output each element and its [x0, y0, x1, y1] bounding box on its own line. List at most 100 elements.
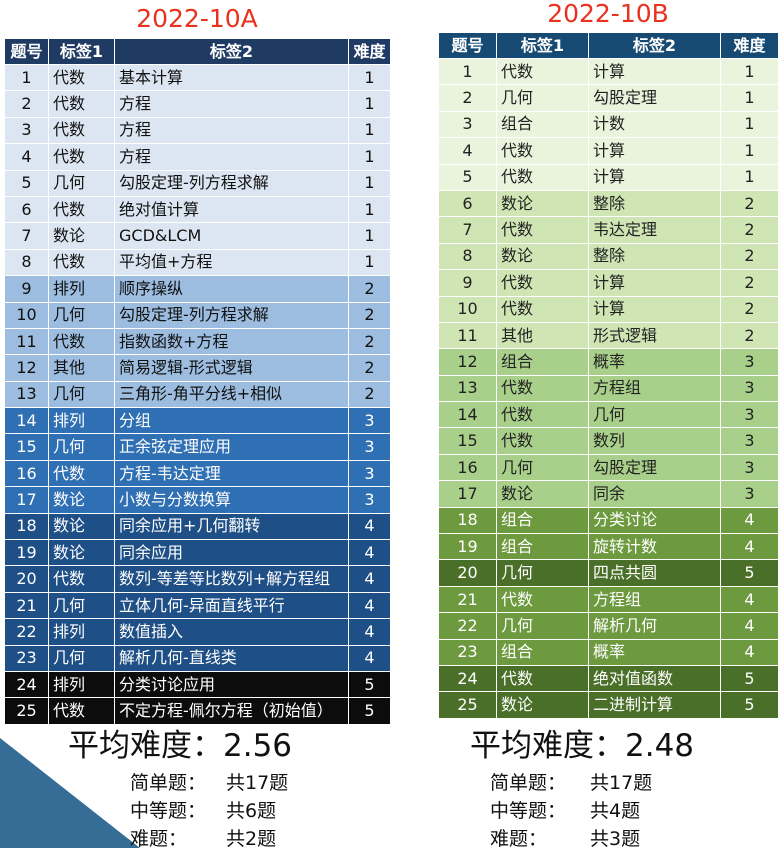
panel-a-title: 2022-10A	[136, 4, 258, 33]
difficulty-cell: 3	[348, 486, 391, 514]
tag2-cell: 三角形-角平分线+相似	[114, 380, 349, 409]
medium-count: 中等题： 共4题	[490, 797, 694, 825]
tag1-cell: 几何	[48, 644, 115, 672]
problem-number-cell: 20	[438, 559, 497, 587]
tag1-cell: 数论	[48, 539, 115, 567]
table-row: 19 数论 同余应用 4	[4, 539, 391, 567]
tag2-cell: 平均值+方程	[114, 248, 349, 277]
panel-b-rows: 1 代数 计算 1 2 几何 勾股定理 1 3 组合 计数 1 4 代数 计算 1 5 代数 计算 1 6 数论 整除 2 7 代…	[438, 57, 779, 719]
problem-number-cell: 14	[4, 407, 49, 435]
stat-label: 难题：	[130, 828, 188, 850]
difficulty-cell: 2	[348, 327, 391, 356]
table-row: 21 代数 方程组 4	[438, 585, 779, 614]
problem-number-cell: 2	[438, 84, 497, 112]
problem-number-cell: 4	[438, 137, 497, 165]
tag1-cell: 代数	[496, 269, 589, 297]
table-row: 22 排列 数值插入 4	[4, 618, 391, 646]
problem-number-cell: 23	[4, 644, 49, 672]
tag2-cell: 解析几何	[588, 612, 721, 640]
tag1-cell: 几何	[48, 301, 115, 329]
tag2-cell: 基本计算	[114, 63, 349, 92]
header-problem-number: 题号	[438, 32, 497, 59]
problem-number-cell: 8	[438, 242, 497, 271]
difficulty-cell: 3	[720, 480, 779, 508]
tag2-cell: 计算	[588, 295, 721, 323]
difficulty-cell: 1	[348, 169, 391, 197]
table-row: 2 代数 方程 1	[4, 90, 391, 118]
stat-value: 共3题	[590, 828, 641, 850]
table-row: 9 代数 计算 2	[438, 269, 779, 297]
tag2-cell: 同余应用	[114, 539, 349, 567]
difficulty-cell: 4	[348, 591, 391, 620]
header-difficulty: 难度	[348, 38, 391, 65]
tag2-cell: 数列-等差等比数列+解方程组	[114, 565, 349, 593]
tag2-cell: 数列	[588, 427, 721, 455]
difficulty-cell: 5	[720, 691, 779, 719]
tag2-cell: 同余	[588, 480, 721, 508]
tag2-cell: 绝对值函数	[588, 664, 721, 693]
easy-count: 简单题： 共17题	[490, 769, 694, 797]
tag2-cell: 整除	[588, 189, 721, 218]
difficulty-cell: 1	[348, 116, 391, 145]
problem-number-cell: 5	[4, 169, 49, 197]
problem-number-cell: 10	[438, 295, 497, 323]
tag2-cell: 小数与分数换算	[114, 486, 349, 514]
tag1-cell: 数论	[48, 486, 115, 514]
header-tag1: 标签1	[48, 38, 115, 65]
problem-number-cell: 13	[4, 380, 49, 409]
table-row: 23 组合 概率 4	[438, 638, 779, 666]
tag2-cell: 数值插入	[114, 618, 349, 646]
difficulty-cell: 5	[720, 664, 779, 693]
tag2-cell: 几何	[588, 401, 721, 429]
table-row: 24 代数 绝对值函数 5	[438, 664, 779, 693]
problem-number-cell: 9	[4, 275, 49, 303]
problem-number-cell: 7	[4, 222, 49, 250]
easy-count: 简单题： 共17题	[130, 769, 292, 797]
problem-number-cell: 22	[4, 618, 49, 646]
difficulty-cell: 3	[348, 433, 391, 461]
tag1-cell: 组合	[496, 110, 589, 139]
tag1-cell: 几何	[496, 84, 589, 112]
difficulty-cell: 5	[348, 697, 391, 725]
tag2-cell: 韦达定理	[588, 216, 721, 244]
table-row: 12 组合 概率 3	[438, 348, 779, 376]
table-row: 14 排列 分组 3	[4, 407, 391, 435]
hard-count: 难题： 共3题	[490, 825, 694, 853]
table-row: 4 代数 计算 1	[438, 137, 779, 165]
table-header-row: 题号 标签1 标签2 难度	[4, 38, 391, 65]
difficulty-cell: 3	[720, 427, 779, 455]
table-row: 18 组合 分类讨论 4	[438, 506, 779, 535]
problem-number-cell: 25	[438, 691, 497, 719]
problem-number-cell: 21	[438, 585, 497, 614]
tag2-cell: 分组	[114, 407, 349, 435]
tag2-cell: 四点共圆	[588, 559, 721, 587]
problem-number-cell: 12	[438, 348, 497, 376]
difficulty-cell: 2	[720, 321, 779, 350]
table-row: 16 几何 勾股定理 3	[438, 453, 779, 482]
average-label: 平均难度：	[68, 728, 223, 764]
tag2-cell: 解析几何-直线类	[114, 644, 349, 672]
tag2-cell: 绝对值计算	[114, 195, 349, 224]
difficulty-cell: 4	[720, 585, 779, 614]
difficulty-cell: 4	[348, 565, 391, 593]
difficulty-cell: 1	[720, 163, 779, 191]
table-row: 3 组合 计数 1	[438, 110, 779, 139]
panel-a-table: 题号 标签1 标签2 难度 1 代数 基本计算 1 2 代数 方程 1 3 代数 方程 1 4 代数 方程 1…	[4, 38, 391, 725]
tag2-cell: 方程-韦达定理	[114, 459, 349, 488]
tag2-cell: 勾股定理	[588, 84, 721, 112]
difficulty-cell: 1	[720, 137, 779, 165]
difficulty-cell: 4	[720, 506, 779, 535]
table-row: 7 数论 GCD&LCM 1	[4, 222, 391, 250]
difficulty-cell: 2	[720, 242, 779, 271]
difficulty-cell: 4	[348, 539, 391, 567]
table-row: 25 代数 不定方程-佩尔方程（初始值） 5	[4, 697, 391, 725]
tag2-cell: 分类讨论应用	[114, 670, 349, 699]
stat-value: 共17题	[226, 772, 289, 794]
table-row: 16 代数 方程-韦达定理 3	[4, 459, 391, 488]
panel-b-title: 2022-10B	[547, 0, 669, 28]
problem-number-cell: 21	[4, 591, 49, 620]
tag2-cell: 方程	[114, 90, 349, 118]
tag1-cell: 组合	[496, 348, 589, 376]
difficulty-counts: 简单题： 共17题 中等题： 共4题 难题： 共3题	[490, 769, 694, 853]
tag1-cell: 几何	[496, 559, 589, 587]
